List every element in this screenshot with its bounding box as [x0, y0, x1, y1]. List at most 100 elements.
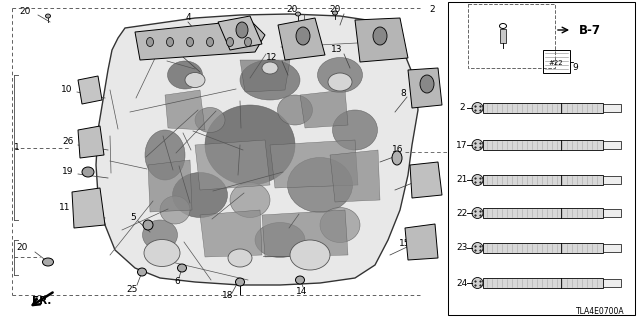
Polygon shape: [218, 16, 262, 50]
Ellipse shape: [296, 276, 305, 284]
Bar: [483, 175, 603, 185]
Ellipse shape: [296, 12, 301, 16]
Ellipse shape: [255, 222, 305, 258]
Bar: [603, 141, 621, 149]
Ellipse shape: [472, 140, 483, 150]
Text: 3: 3: [412, 173, 418, 182]
Ellipse shape: [143, 220, 153, 230]
Ellipse shape: [177, 264, 186, 272]
Text: 13: 13: [332, 45, 343, 54]
Ellipse shape: [290, 240, 330, 270]
Ellipse shape: [45, 14, 51, 18]
Text: 26: 26: [62, 138, 74, 147]
Text: 10: 10: [61, 85, 73, 94]
Polygon shape: [148, 160, 192, 212]
Bar: [500, 29, 506, 43]
Bar: [603, 244, 621, 252]
Polygon shape: [78, 76, 102, 104]
Text: 18: 18: [222, 292, 234, 300]
Text: 25: 25: [126, 284, 138, 293]
Polygon shape: [78, 126, 104, 158]
Ellipse shape: [166, 37, 173, 46]
Polygon shape: [96, 14, 418, 285]
Text: 20: 20: [16, 244, 28, 252]
Ellipse shape: [195, 108, 225, 132]
Bar: [483, 208, 603, 218]
Text: 22: 22: [456, 209, 468, 218]
Ellipse shape: [287, 157, 353, 212]
Ellipse shape: [144, 239, 180, 267]
Text: 5: 5: [130, 213, 136, 222]
Ellipse shape: [145, 130, 185, 180]
Polygon shape: [410, 162, 442, 198]
Ellipse shape: [472, 277, 483, 289]
Ellipse shape: [392, 151, 402, 165]
Ellipse shape: [236, 22, 248, 38]
Text: 16: 16: [392, 146, 404, 155]
Bar: [483, 103, 603, 113]
Text: 15: 15: [399, 238, 411, 247]
Text: B-7: B-7: [579, 23, 601, 36]
Ellipse shape: [42, 258, 54, 266]
Ellipse shape: [262, 62, 278, 74]
Ellipse shape: [278, 95, 312, 125]
Text: 20: 20: [330, 4, 340, 13]
Text: 24: 24: [456, 278, 468, 287]
Text: 19: 19: [62, 167, 74, 177]
Bar: [483, 278, 603, 288]
Text: 2: 2: [459, 103, 465, 113]
Polygon shape: [405, 224, 438, 260]
Ellipse shape: [173, 172, 227, 218]
Ellipse shape: [328, 73, 352, 91]
Polygon shape: [200, 210, 262, 257]
Ellipse shape: [244, 37, 252, 46]
Text: 20: 20: [286, 4, 298, 13]
Text: 8: 8: [400, 89, 406, 98]
Bar: [603, 176, 621, 184]
Ellipse shape: [186, 37, 193, 46]
Ellipse shape: [373, 27, 387, 45]
Text: TLA4E0700A: TLA4E0700A: [576, 308, 624, 316]
Ellipse shape: [227, 37, 234, 46]
Ellipse shape: [333, 110, 378, 150]
Text: 11: 11: [60, 203, 71, 212]
Ellipse shape: [472, 207, 483, 219]
Ellipse shape: [472, 174, 483, 186]
Polygon shape: [330, 150, 380, 202]
Text: #22: #22: [548, 60, 563, 66]
Ellipse shape: [230, 182, 270, 218]
Ellipse shape: [317, 58, 362, 92]
Ellipse shape: [320, 207, 360, 243]
Text: FR.: FR.: [32, 296, 52, 306]
Text: 14: 14: [296, 286, 308, 295]
Text: 2: 2: [429, 4, 435, 13]
Text: 12: 12: [266, 52, 278, 61]
Ellipse shape: [236, 278, 244, 286]
Ellipse shape: [143, 220, 177, 250]
Ellipse shape: [228, 249, 252, 267]
Polygon shape: [408, 68, 442, 108]
Bar: [603, 209, 621, 217]
Bar: [448, 2, 635, 315]
Ellipse shape: [138, 268, 147, 276]
Polygon shape: [262, 210, 348, 257]
Ellipse shape: [160, 196, 190, 224]
Ellipse shape: [207, 37, 214, 46]
Ellipse shape: [205, 105, 295, 185]
Polygon shape: [300, 90, 348, 128]
Polygon shape: [278, 18, 325, 60]
Polygon shape: [355, 18, 408, 62]
Polygon shape: [72, 188, 105, 228]
Text: 20: 20: [19, 7, 31, 17]
Text: 1: 1: [14, 143, 20, 153]
Bar: [543, 50, 570, 73]
Polygon shape: [240, 60, 290, 92]
Text: 17: 17: [456, 140, 468, 149]
Ellipse shape: [147, 37, 154, 46]
Bar: [483, 243, 603, 253]
Ellipse shape: [472, 102, 483, 114]
Polygon shape: [165, 90, 205, 130]
Text: 9: 9: [572, 63, 578, 73]
Ellipse shape: [82, 167, 94, 177]
Bar: [603, 279, 621, 287]
